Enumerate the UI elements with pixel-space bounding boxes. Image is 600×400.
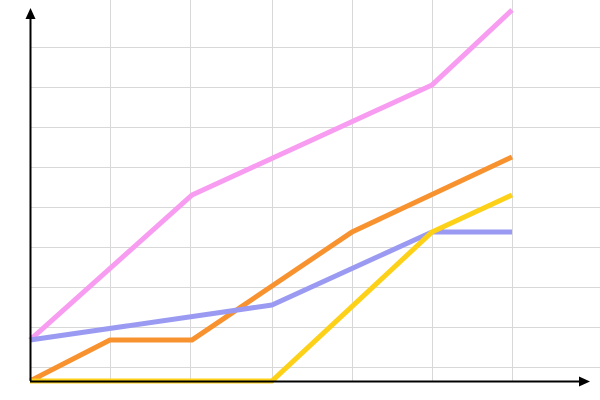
series-violet: [28, 8, 514, 342]
horizontal-gridlines: [30, 47, 600, 368]
x-axis-arrow-icon: [579, 376, 590, 387]
series-orange: [28, 154, 514, 384]
series-periwinkle: [29, 229, 512, 343]
y-axis: [25, 8, 36, 381]
vertical-gridlines: [110, 0, 513, 381]
x-axis: [30, 376, 590, 387]
y-axis-arrow-icon: [25, 8, 36, 19]
